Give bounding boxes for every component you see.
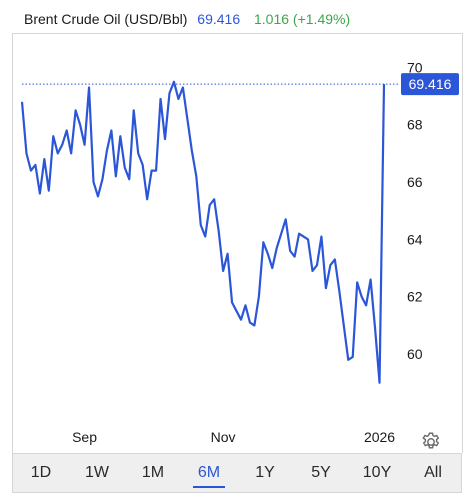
range-button-6m[interactable]: 6M bbox=[181, 454, 237, 492]
range-button-1w[interactable]: 1W bbox=[85, 464, 109, 481]
y-tick-label: 62 bbox=[407, 289, 423, 305]
current-price: 69.416 bbox=[197, 11, 241, 27]
y-tick-label: 68 bbox=[407, 117, 423, 133]
x-tick-label: 2026 bbox=[364, 429, 395, 445]
range-button-all[interactable]: All bbox=[424, 464, 442, 481]
price-change: 1.016 (+1.49%) bbox=[254, 11, 351, 27]
y-tick-label: 66 bbox=[407, 174, 423, 190]
instrument-name: Brent Crude Oil (USD/Bbl) bbox=[24, 11, 188, 27]
range-selector: 1D 1W 1M 6M 1Y 5Y 10Y All bbox=[12, 453, 462, 493]
y-tick-label: 64 bbox=[407, 231, 423, 247]
range-button-1y[interactable]: 1Y bbox=[255, 464, 275, 481]
range-button-1m[interactable]: 1M bbox=[141, 464, 165, 481]
range-button-1d[interactable]: 1D bbox=[30, 464, 52, 481]
y-tick-label: 70 bbox=[407, 59, 423, 75]
series-line bbox=[20, 80, 386, 384]
current-value-badge bbox=[401, 73, 459, 96]
current-value-label: 69.416 bbox=[409, 76, 452, 92]
y-tick-label: 60 bbox=[407, 346, 423, 362]
range-button-5y[interactable]: 5Y bbox=[311, 464, 331, 481]
x-tick-label: Nov bbox=[211, 429, 236, 445]
chart-header: Brent Crude Oil (USD/Bbl) 69.416 1.016 (… bbox=[24, 11, 350, 27]
gear-icon[interactable] bbox=[420, 431, 442, 453]
chart-frame bbox=[12, 33, 463, 453]
range-button-10y[interactable]: 10Y bbox=[362, 464, 392, 481]
x-tick-label: Sep bbox=[72, 429, 97, 445]
